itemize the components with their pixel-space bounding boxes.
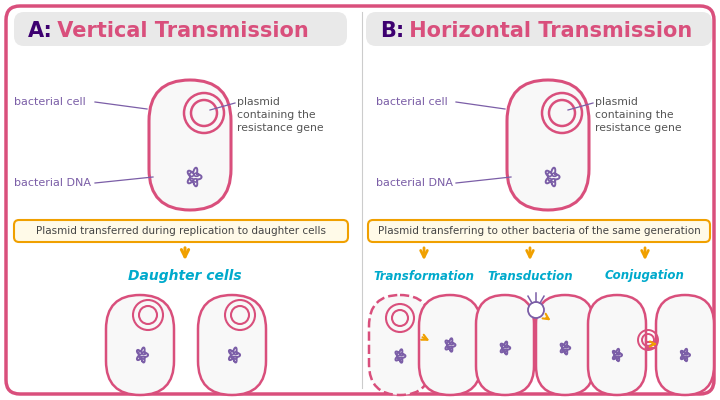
FancyBboxPatch shape xyxy=(536,295,594,395)
Text: plasmid
containing the
resistance gene: plasmid containing the resistance gene xyxy=(237,97,323,133)
Text: bacterial DNA: bacterial DNA xyxy=(376,178,453,188)
Text: bacterial cell: bacterial cell xyxy=(14,97,86,107)
FancyBboxPatch shape xyxy=(656,295,714,395)
Circle shape xyxy=(528,302,544,318)
Text: Daughter cells: Daughter cells xyxy=(128,269,242,283)
FancyBboxPatch shape xyxy=(369,295,431,395)
Text: Horizontal Transmission: Horizontal Transmission xyxy=(402,21,692,41)
Text: Transduction: Transduction xyxy=(487,270,573,282)
FancyBboxPatch shape xyxy=(14,12,347,46)
Text: A:: A: xyxy=(28,21,53,41)
FancyBboxPatch shape xyxy=(588,295,646,395)
FancyBboxPatch shape xyxy=(198,295,266,395)
FancyBboxPatch shape xyxy=(14,220,348,242)
Text: Transformation: Transformation xyxy=(374,270,474,282)
Text: Plasmid transferring to other bacteria of the same generation: Plasmid transferring to other bacteria o… xyxy=(377,226,701,236)
Text: B:: B: xyxy=(380,21,404,41)
FancyBboxPatch shape xyxy=(419,295,481,395)
Text: Plasmid transferred during replication to daughter cells: Plasmid transferred during replication t… xyxy=(36,226,326,236)
Text: Conjugation: Conjugation xyxy=(605,270,685,282)
FancyBboxPatch shape xyxy=(6,6,714,394)
FancyBboxPatch shape xyxy=(476,295,534,395)
Text: bacterial DNA: bacterial DNA xyxy=(14,178,91,188)
FancyBboxPatch shape xyxy=(368,220,710,242)
Text: Vertical Transmission: Vertical Transmission xyxy=(50,21,309,41)
Text: bacterial cell: bacterial cell xyxy=(376,97,448,107)
Text: plasmid
containing the
resistance gene: plasmid containing the resistance gene xyxy=(595,97,682,133)
FancyBboxPatch shape xyxy=(149,80,231,210)
FancyBboxPatch shape xyxy=(106,295,174,395)
FancyBboxPatch shape xyxy=(507,80,589,210)
FancyBboxPatch shape xyxy=(366,12,712,46)
